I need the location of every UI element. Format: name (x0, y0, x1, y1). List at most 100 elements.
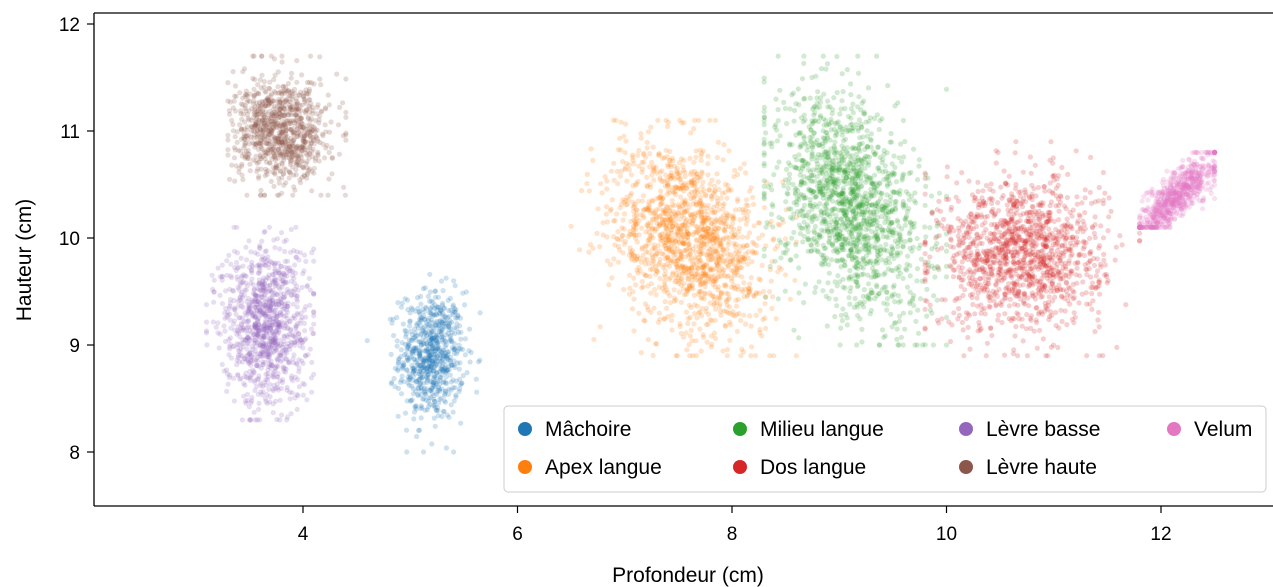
data-point (417, 316, 423, 322)
data-point (645, 337, 651, 343)
data-point (855, 128, 861, 134)
data-point (677, 194, 684, 200)
data-point (852, 225, 858, 231)
data-point (887, 197, 894, 203)
data-point (219, 301, 226, 307)
data-point (757, 220, 763, 226)
data-point (1024, 353, 1030, 359)
data-point (391, 375, 397, 382)
data-point (421, 380, 427, 386)
data-point (654, 251, 660, 257)
data-point (750, 201, 757, 207)
data-point (446, 414, 452, 420)
data-point (864, 128, 870, 134)
data-point (724, 347, 731, 353)
data-point (405, 345, 411, 351)
data-point (972, 195, 979, 201)
data-point (890, 268, 896, 274)
data-point (455, 313, 461, 319)
data-point (1019, 316, 1025, 322)
data-point (437, 318, 443, 324)
data-point (787, 142, 793, 148)
data-point (1027, 315, 1033, 322)
data-point (699, 170, 705, 176)
data-point (441, 353, 447, 359)
data-point (847, 267, 853, 274)
data-point (606, 282, 612, 288)
data-point (431, 335, 438, 341)
data-point (428, 333, 434, 339)
data-point (657, 275, 663, 282)
data-point (864, 153, 871, 159)
data-point (889, 246, 896, 252)
data-point (410, 369, 416, 376)
data-point (857, 316, 863, 322)
data-point (439, 366, 445, 372)
data-point (649, 266, 656, 273)
data-point (603, 204, 610, 210)
data-point (764, 220, 770, 226)
data-point (1049, 281, 1055, 287)
data-point (833, 257, 840, 263)
data-point (433, 361, 439, 367)
data-point (759, 232, 766, 238)
data-point (430, 348, 437, 354)
data-point (462, 352, 468, 358)
data-point (442, 338, 448, 344)
data-point (440, 310, 446, 316)
data-point (1108, 208, 1114, 214)
data-point (858, 175, 864, 181)
data-point (211, 277, 217, 283)
data-point (630, 289, 636, 295)
data-point (688, 212, 694, 218)
data-point (590, 157, 596, 163)
data-point (1029, 182, 1035, 189)
data-point (974, 251, 980, 257)
data-point (696, 117, 702, 123)
data-point (874, 112, 880, 118)
data-point (1002, 231, 1008, 237)
data-point (859, 272, 865, 278)
data-point (889, 324, 895, 330)
data-point (812, 289, 818, 295)
data-point (687, 155, 693, 162)
data-point (930, 342, 937, 348)
data-point (820, 135, 826, 141)
data-point (943, 342, 950, 348)
data-point (713, 306, 719, 312)
data-point (839, 143, 845, 149)
data-point (442, 392, 448, 398)
data-point (685, 320, 691, 327)
data-point (936, 233, 942, 239)
data-point (959, 319, 966, 326)
data-point (676, 289, 682, 295)
data-point (648, 233, 655, 239)
data-point (770, 224, 776, 230)
data-point (756, 276, 762, 282)
data-point (448, 387, 454, 393)
data-point (1015, 233, 1022, 239)
data-point (436, 304, 442, 311)
data-point (701, 217, 707, 223)
data-point (448, 402, 454, 408)
data-point (838, 312, 845, 318)
data-point (771, 172, 777, 178)
data-point (612, 242, 618, 248)
data-point (445, 367, 451, 373)
data-point (891, 282, 897, 288)
data-point (863, 227, 869, 233)
data-point (439, 368, 445, 374)
data-point (441, 398, 447, 404)
data-point (832, 314, 838, 320)
data-point (844, 67, 850, 73)
data-point (434, 370, 440, 376)
data-point (416, 371, 422, 377)
data-point (1062, 242, 1068, 248)
data-point (747, 313, 753, 319)
data-point (417, 311, 423, 317)
data-point (879, 257, 885, 263)
data-point (415, 365, 421, 371)
data-point (650, 262, 656, 268)
data-point (884, 289, 890, 295)
data-point (449, 362, 455, 368)
